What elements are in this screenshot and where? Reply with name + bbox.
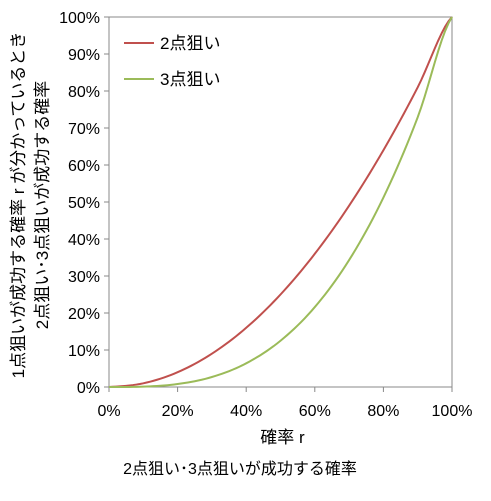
legend-label: 3点狙い bbox=[160, 70, 220, 89]
legend-label: 2点狙い bbox=[160, 34, 220, 53]
x-axis-ticks: 0% 20% 40% 60% 80% 100% bbox=[97, 387, 472, 420]
y-tick-label: 100% bbox=[59, 10, 100, 27]
x-tick-label: 80% bbox=[367, 403, 399, 420]
y-tick-label: 80% bbox=[68, 84, 100, 101]
y-axis-title-line: 1点狙いが成功する確率 r が分かっているとき bbox=[9, 32, 28, 379]
series-line-3pt bbox=[108, 16, 453, 388]
y-axis-title: 1点狙いが成功する確率 r が分かっているとき 2点狙い･3点狙いが成功する確率 bbox=[9, 32, 52, 379]
y-tick-label: 40% bbox=[68, 232, 100, 249]
legend: 2点狙い 3点狙い bbox=[124, 34, 220, 89]
y-tick-label: 0% bbox=[77, 380, 100, 397]
x-tick-label: 40% bbox=[230, 403, 262, 420]
x-tick-label: 60% bbox=[299, 403, 331, 420]
y-tick-label: 70% bbox=[68, 121, 100, 138]
y-tick-label: 60% bbox=[68, 158, 100, 175]
x-axis-title: 確率 r bbox=[260, 428, 305, 447]
y-tick-label: 50% bbox=[68, 195, 100, 212]
series-line-2pt bbox=[108, 16, 453, 388]
chart-caption: 2点狙い･3点狙いが成功する確率 bbox=[123, 460, 357, 478]
y-axis-ticks: 0% 10% 20% 30% 40% 50% 60% 70% 80% 90% 100% bbox=[59, 10, 109, 397]
y-tick-label: 90% bbox=[68, 47, 100, 64]
y-tick-label: 10% bbox=[68, 343, 100, 360]
x-tick-label: 100% bbox=[432, 403, 473, 420]
y-tick-label: 20% bbox=[68, 306, 100, 323]
y-tick-label: 30% bbox=[68, 269, 100, 286]
x-tick-label: 0% bbox=[97, 403, 120, 420]
series-lines bbox=[108, 16, 453, 388]
y-axis-title-line: 2点狙い･3点狙いが成功する確率 bbox=[33, 81, 52, 329]
x-tick-label: 20% bbox=[162, 403, 194, 420]
